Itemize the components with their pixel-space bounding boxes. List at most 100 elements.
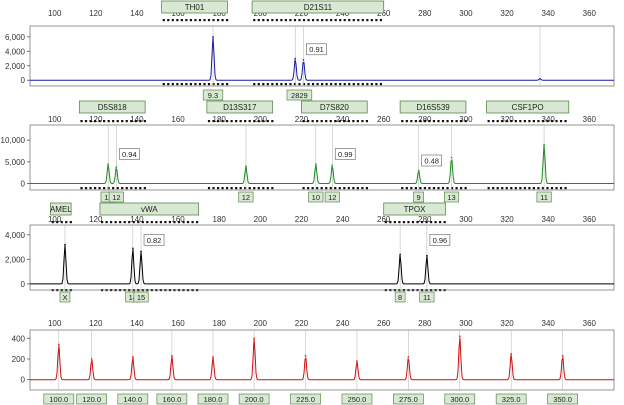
x-tick-label: 360 xyxy=(583,115,597,124)
x-tick-label: 300 xyxy=(459,115,473,124)
locus-label: D21S11 xyxy=(304,3,333,12)
bin-marker xyxy=(338,120,341,123)
bin-marker xyxy=(289,83,292,86)
locus-label: D7S820 xyxy=(320,103,349,112)
x-tick-label: 100 xyxy=(48,115,62,124)
allele-label: 250.0 xyxy=(348,395,367,404)
ratio-label: 0.99 xyxy=(338,150,353,159)
x-tick-label: 220 xyxy=(295,9,309,18)
bin-marker xyxy=(171,19,174,22)
bin-marker xyxy=(262,19,265,22)
x-tick-label: 240 xyxy=(336,115,350,124)
bin-marker xyxy=(311,187,314,190)
peak xyxy=(132,356,134,358)
y-tick-label: 6,000 xyxy=(5,33,26,42)
locus-label: AMEL xyxy=(50,205,72,214)
x-tick-label: 260 xyxy=(377,215,391,224)
peak xyxy=(399,253,401,256)
bin-marker xyxy=(302,187,305,190)
panel-green: 100 120 140 160 180 200 220 240 260 280 300 320 340 3… xyxy=(1,100,615,203)
allele-label: 8 xyxy=(398,293,402,302)
x-tick-label: 200 xyxy=(254,9,268,18)
bin-marker xyxy=(307,83,310,86)
x-tick-label: 360 xyxy=(583,215,597,224)
locus-box xyxy=(251,0,385,14)
allele-box xyxy=(43,393,75,405)
x-tick-label: 120 xyxy=(89,319,103,328)
peak xyxy=(90,358,93,360)
locus-box xyxy=(301,100,368,114)
bin-marker xyxy=(437,187,440,190)
bin-marker xyxy=(216,187,220,190)
x-tick-label: 160 xyxy=(171,215,185,224)
bin-marker xyxy=(180,19,183,22)
peak xyxy=(212,356,214,358)
x-tick-label: 240 xyxy=(336,215,350,224)
bin-marker xyxy=(321,83,324,86)
bin-marker xyxy=(325,120,328,123)
bin-marker xyxy=(235,120,238,123)
bin-marker xyxy=(356,187,359,190)
bin-marker xyxy=(275,83,278,86)
allele-label: 9 xyxy=(417,193,421,202)
bin-marker xyxy=(164,221,167,224)
x-tick-label: 100 xyxy=(48,9,62,18)
bin-marker xyxy=(189,19,193,22)
bin-marker xyxy=(361,187,364,190)
allele-label: 15 xyxy=(137,293,145,302)
bin-marker xyxy=(212,83,215,86)
bin-marker xyxy=(460,120,463,123)
peak xyxy=(331,164,334,167)
bin-marker xyxy=(225,83,229,86)
y-tick-label: 0 xyxy=(21,376,26,385)
bin-marker xyxy=(134,120,137,123)
allele-box xyxy=(290,393,321,405)
bin-marker xyxy=(266,120,269,123)
peak xyxy=(140,250,142,253)
bin-marker xyxy=(65,221,68,224)
bin-marker xyxy=(137,221,140,224)
allele-label: 160.0 xyxy=(162,395,181,404)
bin-marker xyxy=(375,19,378,22)
ratio-label: 0.91 xyxy=(309,45,324,54)
bin-marker xyxy=(119,221,122,224)
bin-marker xyxy=(379,83,383,86)
bin-marker xyxy=(159,221,162,224)
bin-marker xyxy=(514,120,517,123)
bin-marker xyxy=(275,19,278,22)
bin-marker xyxy=(84,120,88,123)
bin-marker xyxy=(334,19,337,22)
locus-label: CSF1PO xyxy=(512,103,544,112)
y-tick-label: 10,000 xyxy=(1,136,26,145)
panel-red: 100 120 140 160 180 200 220 240 260 280 300 320 340 3… xyxy=(12,319,615,405)
bin-marker xyxy=(262,83,265,86)
bin-marker xyxy=(361,19,364,22)
peak xyxy=(115,166,118,168)
locus-label: vWA xyxy=(141,205,158,214)
peak xyxy=(245,165,247,167)
bin-marker xyxy=(293,83,297,86)
x-tick-label: 140 xyxy=(130,215,144,224)
bin-marker xyxy=(384,221,387,224)
x-tick-label: 280 xyxy=(418,9,432,18)
bin-marker xyxy=(366,83,369,86)
bin-marker xyxy=(311,19,315,22)
bin-marker xyxy=(244,187,247,190)
bin-marker xyxy=(230,120,233,123)
allele-label: 12 xyxy=(328,193,336,202)
bin-marker xyxy=(519,120,522,123)
allele-label: 9.3 xyxy=(208,91,218,100)
trace-line xyxy=(30,36,614,81)
ratio-label: 0.96 xyxy=(433,236,448,245)
ratio-label: 0.82 xyxy=(147,236,162,245)
x-tick-label: 160 xyxy=(171,115,185,124)
peak xyxy=(212,36,214,38)
locus-box xyxy=(399,100,467,114)
locus-box xyxy=(383,202,446,216)
allele-label: 13 xyxy=(447,193,455,202)
bin-marker xyxy=(225,19,229,22)
bin-marker xyxy=(338,187,341,190)
bin-marker xyxy=(69,221,72,224)
bin-marker xyxy=(347,187,350,190)
bin-marker xyxy=(150,221,153,224)
